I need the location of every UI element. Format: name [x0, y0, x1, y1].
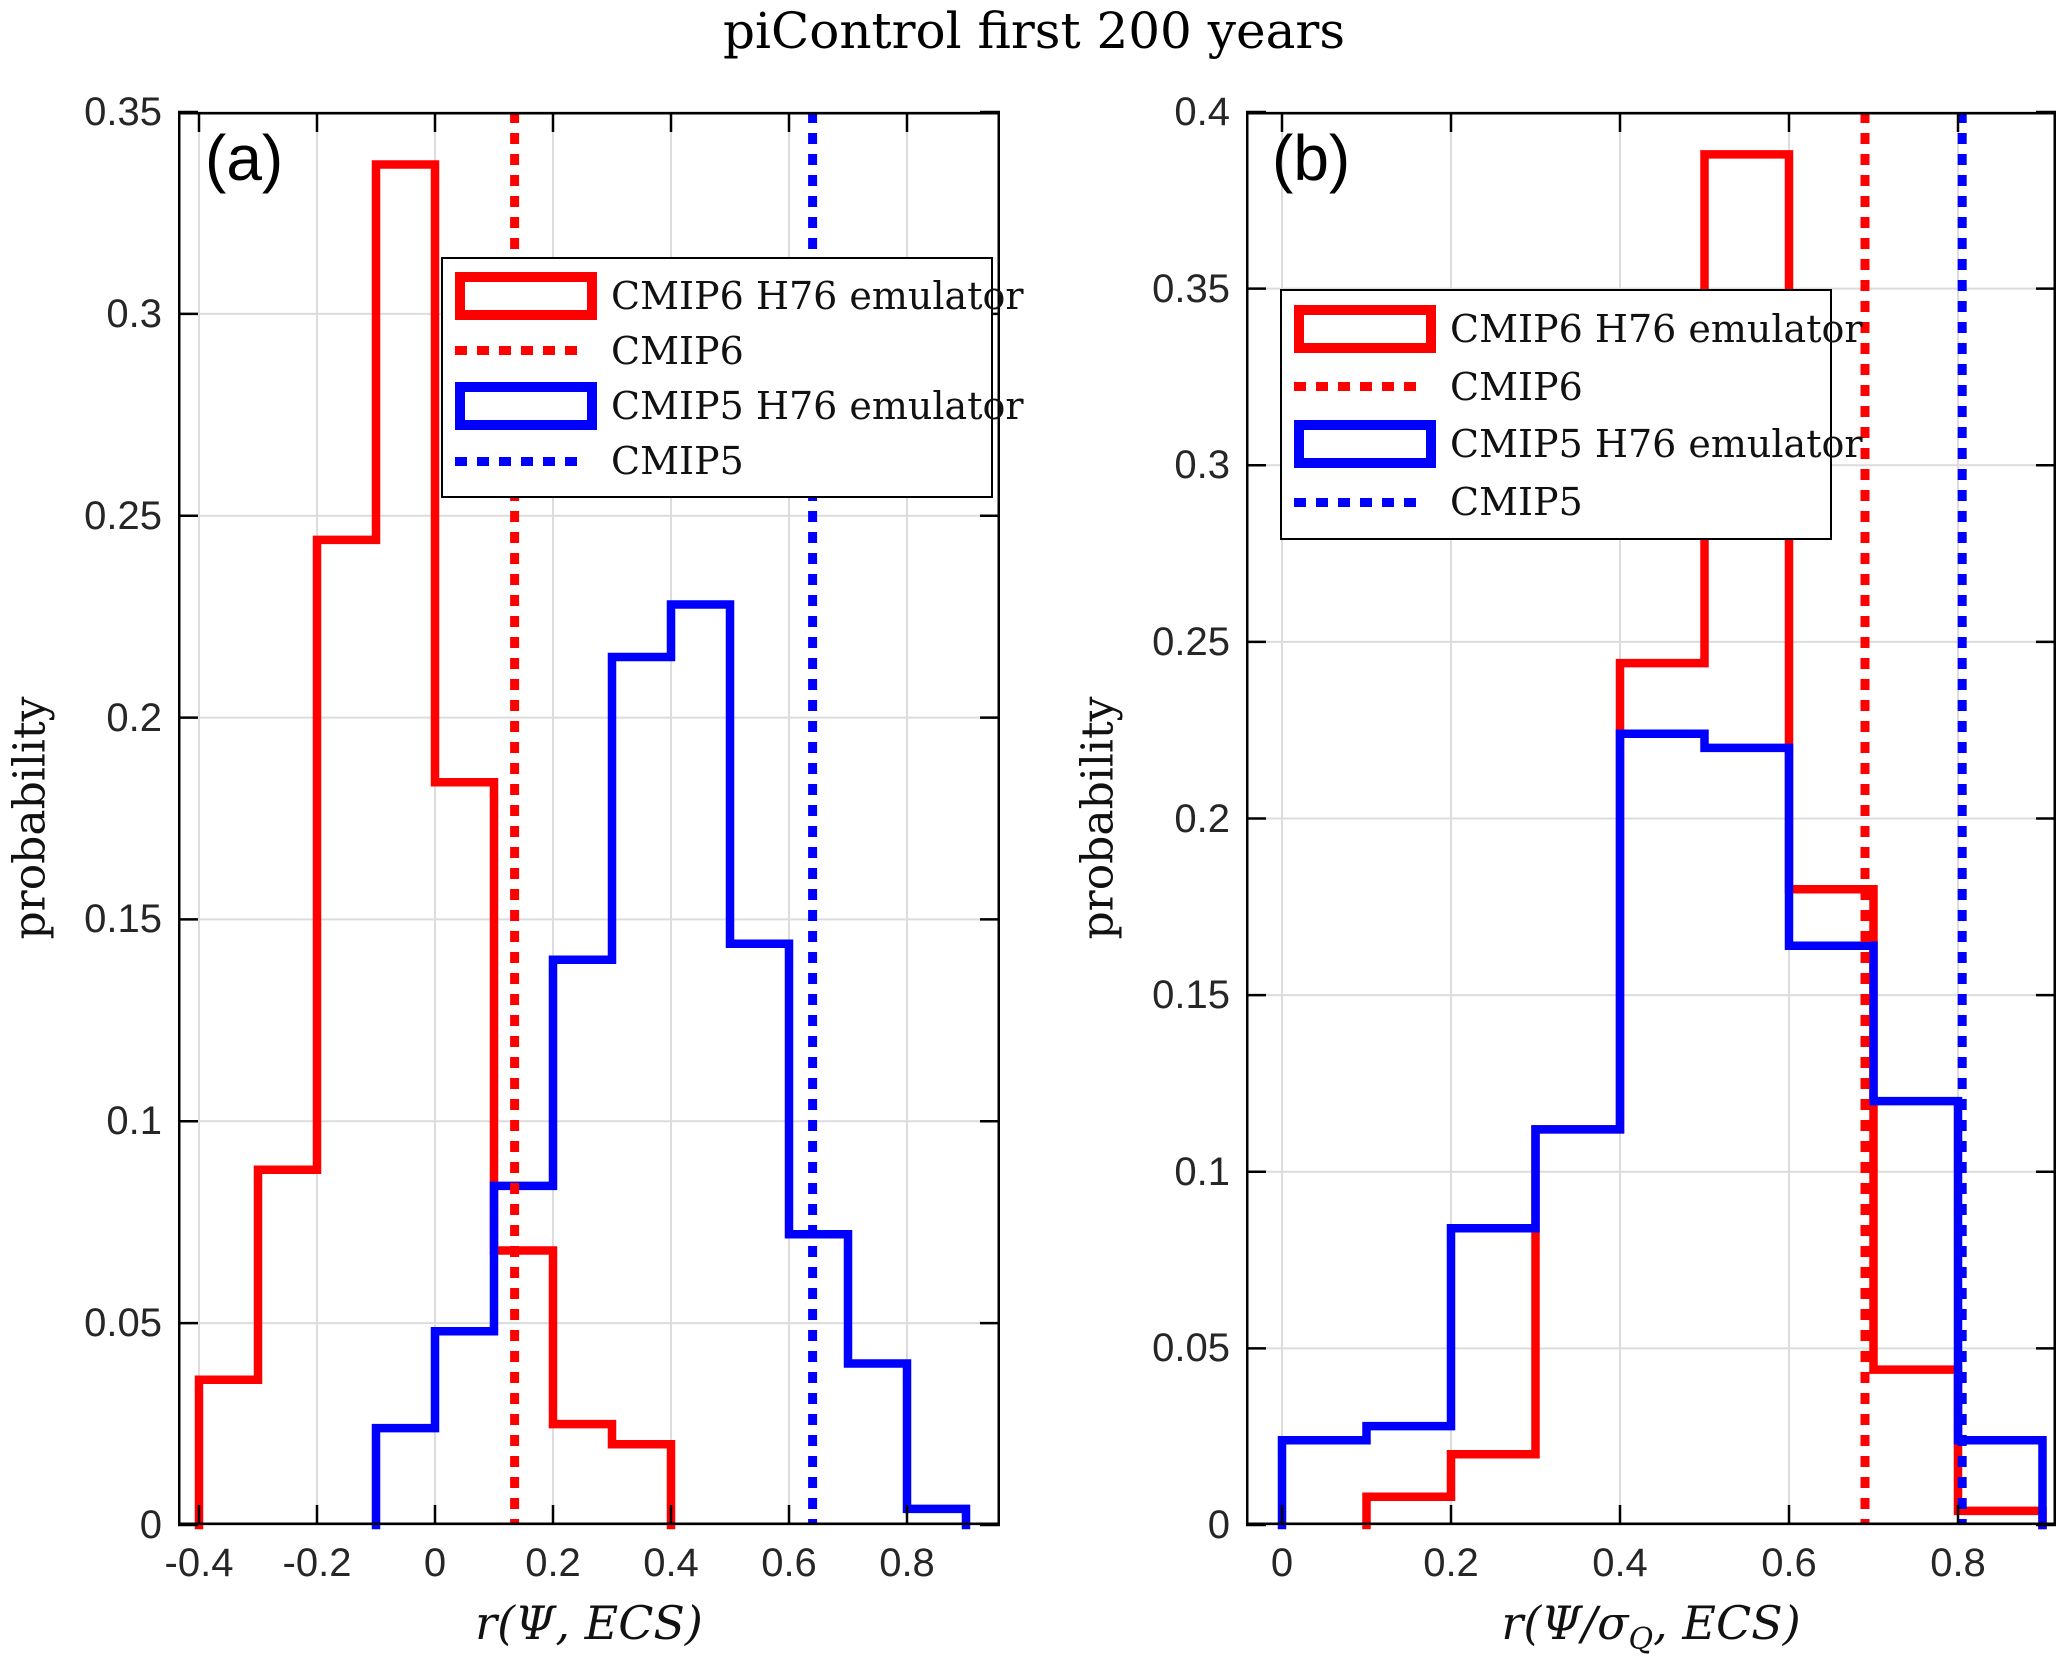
panel-b-xtick-label: 0.2	[1423, 1541, 1479, 1585]
panel-a-legend: CMIP6 H76 emulator CMIP6 CMIP5 H76 emulato…	[441, 257, 1024, 498]
panel-a-xtick-label: 0.4	[643, 1541, 699, 1585]
legend-item-cmip5-h76-emulator: CMIP5 H76 emulator	[1282, 420, 1863, 469]
legend-label: CMIP6	[611, 328, 744, 373]
panel-a-cmip5-emulator-histogram	[371, 600, 971, 1530]
legend-item-cmip6: CMIP6	[1282, 365, 1830, 409]
panel-b-tick-marks	[1246, 110, 2056, 1527]
panel-a-xtick-label: -0.4	[164, 1541, 234, 1585]
legend-label: CMIP6 H76 emulator	[611, 273, 1024, 318]
panel-b-xtick-label: 0.8	[1930, 1541, 1986, 1585]
legend-item-cmip5: CMIP5	[443, 439, 991, 483]
panel-b-ytick-label: 0.3	[1174, 443, 1230, 488]
panel-b-ytick-label: 0.1	[1174, 1149, 1230, 1194]
legend-label: CMIP5	[611, 439, 744, 484]
panel-a-ytick-label: 0.25	[84, 493, 162, 538]
panel-a-ytick-label: 0	[139, 1503, 162, 1547]
legend-item-cmip6-h76-emulator: CMIP6 H76 emulator	[1282, 304, 1863, 353]
panel-a-letter: (a)	[205, 122, 284, 194]
panel-b-xtick-label: 0	[1270, 1541, 1294, 1585]
legend-label: CMIP5 H76 emulator	[1450, 422, 1863, 467]
panel-a-ytick-label: 0.35	[84, 90, 162, 134]
panel-b-ytick-label: 0	[1207, 1503, 1230, 1547]
panel-a-ytick-label: 0.2	[106, 695, 162, 740]
panel-a-xtick-label: -0.2	[282, 1541, 352, 1585]
legend-dotted-line-swatch-icon	[1294, 497, 1426, 507]
legend-label: CMIP6	[1450, 364, 1583, 409]
legend-item-cmip6: CMIP6	[443, 329, 991, 373]
legend-histogram-swatch-icon	[1294, 304, 1436, 353]
panel-a-xtick-label: 0.8	[879, 1541, 935, 1585]
panel-b-ytick-label: 0.25	[1152, 619, 1230, 664]
legend-histogram-swatch-icon	[455, 382, 597, 431]
legend-item-cmip5-h76-emulator: CMIP5 H76 emulator	[443, 382, 1024, 431]
panel-b-letter: (b)	[1272, 122, 1351, 194]
panel-a-xlabel: r(Ψ, ECS)	[475, 1596, 703, 1650]
panel-b-ytick-label: 0.05	[1152, 1326, 1230, 1371]
legend-label: CMIP5	[1450, 480, 1583, 525]
panel-b-xlabel: r(Ψ/σQ, ECS)	[1501, 1596, 1801, 1658]
panel-b-ylabel: probability	[1072, 696, 1124, 940]
panel-a-xtick-label: 0.6	[761, 1541, 817, 1585]
panel-b-xtick-label: 0.4	[1592, 1541, 1648, 1585]
panel-a-ytick-label: 0.15	[84, 897, 162, 942]
panel-b-ytick-label: 0.15	[1152, 973, 1230, 1018]
panel-b-ytick-label: 0.35	[1152, 266, 1230, 311]
panel-b-ytick-label: 0.2	[1174, 796, 1230, 841]
panel-a-cmip6-emulator-histogram	[194, 160, 676, 1530]
panel-a-xtick-label: 0.2	[525, 1541, 581, 1585]
legend-dotted-line-swatch-icon	[455, 346, 587, 356]
legend-label: CMIP6 H76 emulator	[1450, 306, 1863, 351]
panel-b-xtick-label: 0.6	[1761, 1541, 1817, 1585]
panel-a-ytick-label: 0.05	[84, 1301, 162, 1346]
legend-histogram-swatch-icon	[455, 271, 597, 320]
legend-label: CMIP5 H76 emulator	[611, 384, 1024, 429]
legend-dotted-line-swatch-icon	[455, 456, 587, 466]
panel-a-ylabel: probability	[4, 696, 56, 940]
panel-b-legend: CMIP6 H76 emulator CMIP6 CMIP5 H76 emulato…	[1280, 289, 1863, 540]
legend-item-cmip6-h76-emulator: CMIP6 H76 emulator	[443, 271, 1024, 320]
panel-a-ytick-label: 0.1	[106, 1099, 162, 1144]
panel-b-cmip5-emulator-histogram	[1277, 729, 2047, 1530]
panel-a-ytick-label: 0.3	[106, 291, 162, 336]
panel-a-xtick-label: 0	[423, 1541, 447, 1585]
legend-dotted-line-swatch-icon	[1294, 382, 1426, 392]
panel-b-plot-area	[1246, 110, 2056, 1530]
panel-a-frame	[178, 112, 1000, 1525]
figure-title: piControl first 200 years	[723, 2, 1345, 60]
legend-item-cmip5: CMIP5	[1282, 480, 1830, 524]
legend-histogram-swatch-icon	[1294, 420, 1436, 469]
panel-b-ytick-label: 0.4	[1174, 90, 1230, 134]
